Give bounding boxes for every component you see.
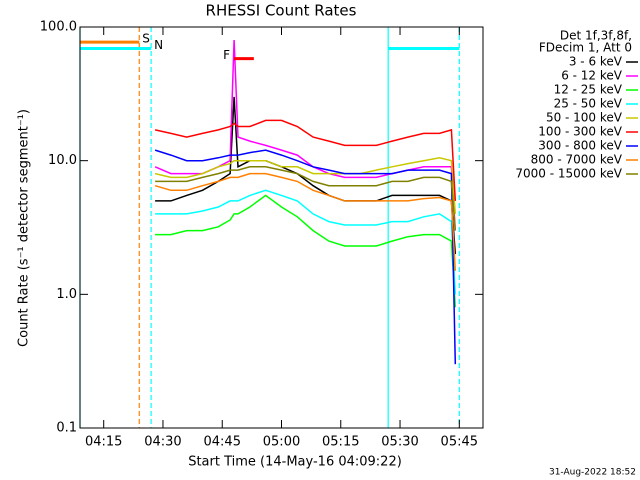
x-axis-label: Start Time (14-May-16 04:09:22) <box>188 455 402 470</box>
legend-label: 12 - 25 keV <box>554 83 623 97</box>
legend-label: 7000 - 15000 keV <box>515 167 622 181</box>
x-tick-label: 05:00 <box>263 435 300 450</box>
data-line <box>155 194 457 308</box>
legend-label: 100 - 300 keV <box>538 125 622 139</box>
legend-label: 25 - 50 keV <box>554 97 623 111</box>
legend-header: FDecim 1, Att 0 <box>539 41 632 55</box>
x-tick-label: 05:30 <box>381 435 418 450</box>
timestamp: 31-Aug-2022 18:52 <box>549 468 636 478</box>
x-tick-label: 05:15 <box>322 435 359 450</box>
y-tick-label: 10.0 <box>48 153 77 168</box>
legend-label: 800 - 7000 keV <box>531 153 623 167</box>
x-tick-label: 05:45 <box>441 435 478 450</box>
chart-title: RHESSI Count Rates <box>206 2 357 20</box>
flag-label: N <box>154 38 163 52</box>
data-line <box>154 157 457 214</box>
y-tick-label: 1.0 <box>56 287 77 302</box>
legend-label: 6 - 12 keV <box>561 69 623 83</box>
legend-header: Det 1f,3f,8f, <box>560 29 632 43</box>
y-tick-label: 100.0 <box>40 20 77 35</box>
legend-label: 50 - 100 keV <box>546 111 623 125</box>
legend-label: 300 - 800 keV <box>538 139 622 153</box>
flag-label: F <box>223 48 230 62</box>
data-line <box>154 149 457 365</box>
data-line <box>154 172 457 271</box>
flag-label: S <box>142 32 150 46</box>
legend-label: 3 - 6 keV <box>569 55 623 69</box>
x-tick-label: 04:45 <box>204 435 241 450</box>
data-line <box>154 119 457 201</box>
x-tick-label: 04:30 <box>144 435 181 450</box>
data-line <box>155 166 457 231</box>
y-axis-label: Count Rate (s⁻¹ detector segment⁻¹) <box>17 109 32 347</box>
y-tick-label: 0.1 <box>56 421 77 436</box>
x-tick-label: 04:15 <box>85 435 122 450</box>
data-line <box>155 189 457 295</box>
